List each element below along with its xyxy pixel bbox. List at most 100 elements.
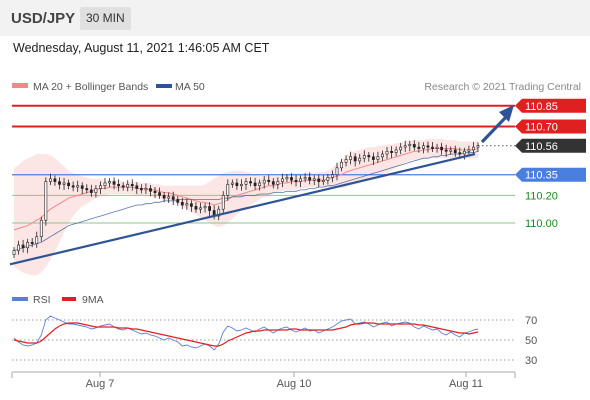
projection-arrow <box>480 114 509 144</box>
candle-body <box>80 185 84 189</box>
candle-body <box>30 241 34 244</box>
time-axis: Aug 7 Aug 10 Aug 11 <box>11 371 516 390</box>
interval-button[interactable]: 30 MIN <box>80 7 131 30</box>
candle-body <box>126 184 130 188</box>
candle-body <box>317 178 321 182</box>
candle-body <box>426 145 430 148</box>
price-plot: 110.85 110.70 110.56 110.35 110.20 110.00 <box>9 98 586 276</box>
candle-body <box>262 179 266 184</box>
candle-body <box>385 150 389 155</box>
x-tick-label: Aug 11 <box>449 378 483 390</box>
timestamp: Wednesday, August 11, 2021 1:46:05 AM CE… <box>13 41 270 55</box>
candle-body <box>89 189 93 193</box>
level-label-110.00: 110.00 <box>525 218 558 230</box>
candle-body <box>67 182 70 187</box>
candle-body <box>453 149 457 153</box>
candle-body <box>321 179 325 182</box>
candle-body <box>217 208 221 217</box>
candle-body <box>312 178 316 181</box>
rsi-legend-swatch <box>12 297 28 301</box>
rsi-tick-label-70: 70 <box>525 315 537 327</box>
candle-body <box>149 188 152 192</box>
candle-body <box>390 150 393 153</box>
candle-body <box>326 177 330 181</box>
candle-body <box>476 145 480 148</box>
candle-body <box>253 182 257 187</box>
candle-body <box>26 241 30 249</box>
candle-body <box>267 179 271 182</box>
candle-body <box>194 206 198 210</box>
candle-body <box>76 185 80 188</box>
rsi-ma-line <box>13 322 479 347</box>
candle-body <box>153 190 157 193</box>
candle-body <box>271 181 275 185</box>
level-tag-110.85 <box>515 98 586 113</box>
candle-body <box>462 150 466 155</box>
ma20-legend-label: MA 20 + Bollinger Bands <box>33 81 148 93</box>
level-tag-110.56 <box>515 138 586 153</box>
candle-body <box>139 188 143 191</box>
ma50-legend-label: MA 50 <box>175 81 205 93</box>
candle-body <box>21 244 25 249</box>
candle-body <box>376 156 380 160</box>
candle-body <box>431 146 434 149</box>
bollinger-band <box>14 138 478 276</box>
candle-body <box>244 181 248 185</box>
candle-body <box>135 185 139 189</box>
symbol-title: USD/JPY <box>11 10 76 27</box>
candle-body <box>203 206 207 209</box>
level-tag-110.35 <box>515 167 586 182</box>
level-tag-110.70 <box>515 119 586 134</box>
candle-body <box>258 182 262 187</box>
candle-body <box>422 145 425 149</box>
candle-body <box>185 203 189 206</box>
candle-body <box>367 155 371 158</box>
ma50-line <box>13 150 479 251</box>
candle-body <box>108 181 111 184</box>
candle-body <box>180 201 184 206</box>
candle-body <box>417 146 421 149</box>
candle-body <box>208 206 212 211</box>
candle-body <box>94 188 98 193</box>
candle-body <box>130 184 134 187</box>
candle-body <box>71 185 75 188</box>
level-label-110.20: 110.20 <box>525 190 558 202</box>
candle-body <box>290 177 293 181</box>
candle-body <box>221 195 225 210</box>
candle-body <box>408 144 412 147</box>
candle-body <box>199 207 202 210</box>
candle-body <box>335 167 339 176</box>
candle-body <box>276 181 280 185</box>
candle-body <box>249 181 252 184</box>
ma50-legend-swatch <box>156 84 172 88</box>
candle-body <box>394 149 398 153</box>
candle-body <box>449 149 453 152</box>
candle-body <box>472 146 475 151</box>
candle-body <box>358 157 362 162</box>
candle-body <box>240 184 243 187</box>
candle-body <box>371 156 375 160</box>
candle-body <box>435 146 439 149</box>
candle-body <box>171 196 175 200</box>
x-tick-label: Aug 10 <box>277 378 312 390</box>
candle-body <box>167 196 171 199</box>
level-label-110.85: 110.85 <box>525 101 558 113</box>
level-label-110.35: 110.35 <box>525 170 558 182</box>
rsi-ma-legend-label: 9MA <box>82 294 104 306</box>
candle-body <box>444 149 448 152</box>
candle-body <box>362 155 366 159</box>
candle-body <box>349 156 353 160</box>
candle-body <box>285 177 289 180</box>
candle-body <box>121 185 125 188</box>
candle-body <box>340 162 343 169</box>
candle-body <box>299 178 302 182</box>
candle-body <box>440 146 444 151</box>
rsi-legend-label: RSI <box>33 294 51 306</box>
chart-header: USD/JPY 30 MIN <box>0 0 590 36</box>
candle-body <box>62 182 66 185</box>
candle-body <box>158 192 161 196</box>
rsi-plot: 70 50 30 <box>12 315 537 367</box>
candle-body <box>235 182 239 187</box>
rsi-tick-label-30: 30 <box>525 355 537 367</box>
